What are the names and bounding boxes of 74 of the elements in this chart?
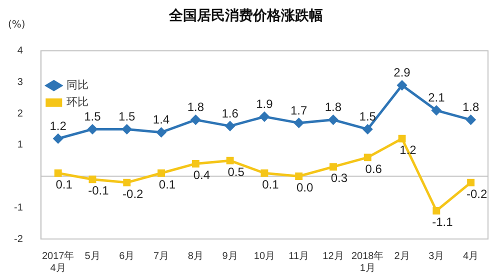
y-axis-title: (%) — [8, 20, 26, 31]
data-label: 0.1 — [262, 177, 280, 192]
data-label: 1.8 — [324, 100, 342, 114]
legend-label: 同比 — [66, 78, 88, 92]
x-tick-label: 2月 — [394, 250, 410, 262]
x-tick-label: 8月 — [188, 250, 204, 262]
point — [362, 124, 372, 134]
x-tick-label: 2017年 4月 — [42, 250, 74, 274]
data-label: 1.2 — [50, 118, 67, 133]
point — [260, 112, 270, 122]
data-label: 1.9 — [256, 96, 274, 111]
point — [225, 121, 235, 131]
x-tick-label: 5月 — [84, 250, 100, 262]
data-label: -0.1 — [88, 184, 110, 198]
y-tick-label: 2 — [17, 108, 24, 120]
point — [294, 118, 304, 128]
data-label: -0.2 — [466, 186, 488, 201]
point — [88, 176, 96, 184]
point — [364, 154, 372, 162]
point — [156, 128, 166, 138]
point — [88, 124, 98, 134]
data-label: 0.5 — [228, 164, 245, 179]
data-label: 1.7 — [290, 103, 308, 118]
data-label: 1.6 — [222, 106, 239, 120]
point — [192, 160, 200, 168]
point — [260, 169, 268, 177]
chart-title: 全国居民消费价格涨跌幅 — [168, 8, 323, 24]
point — [467, 178, 475, 186]
y-tick-label: 1 — [17, 140, 24, 151]
data-label: 0.4 — [193, 168, 210, 182]
data-label: 0.6 — [365, 162, 382, 176]
point — [122, 124, 132, 134]
data-label: 0.1 — [56, 177, 73, 192]
data-label: -1.1 — [432, 215, 454, 230]
point — [398, 134, 406, 142]
data-label: 2.9 — [394, 66, 411, 80]
y-tick-label: -1 — [14, 202, 24, 214]
point — [432, 207, 440, 214]
data-label: 2.1 — [428, 90, 446, 105]
data-label: 0.0 — [296, 180, 314, 195]
x-tick-label: 12月 — [322, 250, 344, 262]
data-label: 1.5 — [359, 110, 376, 124]
point — [123, 178, 131, 186]
x-tick-label: 11月 — [288, 250, 310, 262]
x-tick-label: 10月 — [254, 250, 276, 262]
point — [54, 169, 62, 177]
y-tick-label: 4 — [17, 46, 24, 57]
point — [432, 106, 442, 116]
x-tick-label: 4月 — [463, 250, 479, 262]
point — [397, 80, 407, 90]
data-label: 1.5 — [84, 110, 102, 124]
point — [53, 134, 63, 144]
x-tick-label: 3月 — [428, 250, 444, 262]
x-tick-label: 6月 — [119, 250, 135, 262]
data-label: 1.8 — [462, 100, 480, 114]
point — [158, 169, 165, 177]
point — [190, 115, 200, 125]
data-label: 1.4 — [152, 112, 170, 127]
data-label: 1.8 — [187, 100, 204, 114]
y-tick-label: 3 — [17, 76, 24, 88]
x-tick-label: 7月 — [153, 250, 170, 262]
point — [466, 115, 476, 125]
point — [328, 115, 338, 125]
data-label: -0.2 — [122, 186, 144, 201]
data-label: 0.3 — [330, 171, 348, 186]
data-label: 1.5 — [118, 110, 136, 124]
data-label: 0.1 — [158, 177, 176, 192]
legend-label: 环比 — [66, 96, 88, 109]
point — [226, 156, 234, 164]
point — [295, 172, 303, 180]
y-tick-label: -2 — [14, 234, 24, 245]
x-tick-label: 9月 — [222, 250, 238, 262]
point — [330, 163, 337, 171]
x-tick-label: 2018年 1月 — [352, 250, 384, 274]
